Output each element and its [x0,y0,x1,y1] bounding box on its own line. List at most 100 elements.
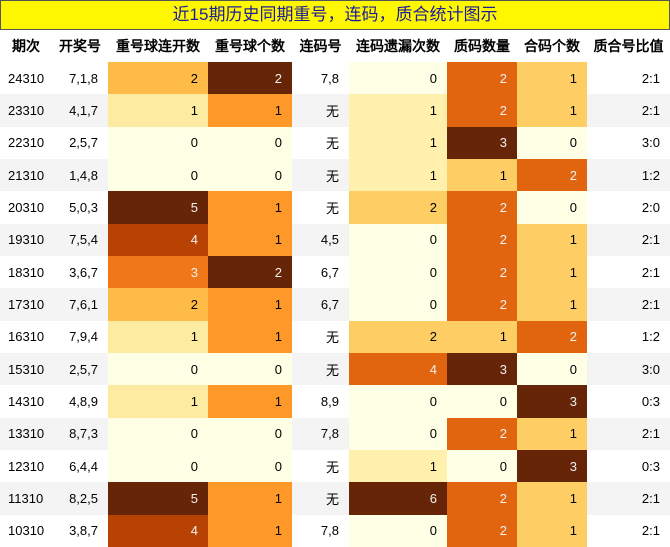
table-cell: 1 [349,158,447,192]
table-cell: 2 [447,62,517,95]
table-cell: 7,1,8 [69,70,98,86]
table-cell: 1 [108,94,208,127]
header-cell: 质码数量 [454,38,510,54]
header-cell: 重号球个数 [215,38,285,54]
table-cell: 0 [108,352,208,386]
table-cell: 4 [108,223,208,256]
table-cell: 7,8 [292,417,349,450]
header-cell: 质合号比值 [593,38,664,54]
table-cell: 1 [517,62,587,95]
table-cell: 3 [108,255,208,289]
table-cell: 1 [208,94,292,127]
table-row: 14310 4,8,9 1 1 8,9 0 0 3 0:3 [0,385,670,418]
table-cell: 2 [447,482,517,515]
table-cell: 7,8 [320,523,339,539]
table-cell: 无 [292,482,349,515]
table-cell: 8,7,3 [52,417,108,450]
header-row: 期次 开奖号 重号球连开数 重号球个数 连码号 连码遗漏次数 质码数量 合码个数 质合号比值 [0,30,670,62]
table-row: 12310 6,4,4 0 0 无 1 0 3 0:3 [0,449,670,483]
table-cell: 1 [208,191,292,224]
period-cell: 20310 [8,199,45,215]
table-cell: 1:2 [641,329,660,345]
period-cell: 19310 [0,223,52,256]
table-cell: 2 [208,62,292,95]
table-cell: 0 [447,385,517,418]
table-cell: 1:2 [587,158,670,192]
table-cell: 1 [517,482,587,515]
table-cell: 0 [349,62,447,95]
table-cell: 5 [108,191,208,224]
table-cell: 1 [208,385,292,418]
table-cell: 0 [208,449,292,483]
table-cell: 0 [208,126,292,159]
header-cell: 开奖号 [59,38,101,54]
table-cell: 3:0 [587,352,670,386]
table-cell: 0:3 [641,458,660,474]
table-row: 17310 7,6,1 2 1 6,7 0 2 1 2:1 [0,288,670,321]
table-cell: 0 [349,385,447,418]
table-row: 20310 5,0,3 5 1 无 2 2 0 2:0 [0,191,670,224]
table-cell: 0 [517,352,587,386]
table-cell: 2:1 [587,288,670,321]
table-row: 18310 3,6,7 3 2 6,7 0 2 1 2:1 [0,255,670,289]
table-cell: 2:1 [587,417,670,450]
table-row: 16310 7,9,4 1 1 无 2 1 2 1:2 [0,320,670,353]
table-cell: 2,5,7 [52,352,108,386]
table-cell: 1 [208,482,292,515]
table-cell: 0 [349,514,447,547]
table-cell: 1 [108,385,208,418]
table-cell: 4,8,9 [69,393,98,409]
table-row: 13310 8,7,3 0 0 7,8 0 2 1 2:1 [0,417,670,450]
table-cell: 无 [325,330,339,346]
table-cell: 0 [349,417,447,450]
table-cell: 7,8 [320,70,339,86]
period-cell: 15310 [0,352,52,386]
table-row: 21310 1,4,8 0 0 无 1 1 2 1:2 [0,158,670,192]
table-body: 24310 7,1,8 2 2 7,8 0 2 1 2:1 23310 4,1,7 1 1 无 1 2 1 2:1… [0,62,670,547]
table-cell: 2 [349,191,447,224]
table-row: 23310 4,1,7 1 1 无 1 2 1 2:1 [0,94,670,127]
period-cell: 22310 [8,135,45,151]
table-cell: 无 [325,200,339,216]
table-cell: 1 [349,94,447,127]
table-cell: 1 [208,514,292,547]
table-cell: 0 [517,126,587,159]
table-cell: 无 [325,459,339,475]
table-cell: 0 [349,255,447,289]
table-cell: 1 [517,223,587,256]
table-cell: 6,7 [292,288,349,321]
table-cell: 2 [447,288,517,321]
table-row: 15310 2,5,7 0 0 无 4 3 0 3:0 [0,352,670,386]
table-row: 19310 7,5,4 4 1 4,5 0 2 1 2:1 [0,223,670,256]
table-cell: 8,9 [320,393,339,409]
period-cell: 10310 [8,523,45,539]
period-cell: 21310 [0,158,52,192]
table-cell: 4 [349,352,447,386]
table-cell: 2 [447,417,517,450]
table-row: 24310 7,1,8 2 2 7,8 0 2 1 2:1 [0,62,670,95]
table-row: 10310 3,8,7 4 1 7,8 0 2 1 2:1 [0,514,670,547]
table-cell: 2:1 [641,70,660,86]
table-cell: 1 [517,514,587,547]
header-cell: 连码号 [299,38,342,54]
table-cell: 2 [447,255,517,289]
table-cell: 2 [447,94,517,127]
table-cell: 0 [208,158,292,192]
table-cell: 3 [447,352,517,386]
table-cell: 6 [349,482,447,515]
header-cell: 重号球连开数 [116,38,200,54]
table-cell: 2 [349,320,447,353]
table-cell: 2 [447,514,517,547]
table-cell: 2:0 [641,199,660,215]
table-cell: 1 [517,417,587,450]
table-cell: 2 [108,62,208,95]
table-cell: 1 [349,449,447,483]
table-cell: 3,6,7 [69,264,98,280]
header-cell: 期次 [12,38,40,54]
table-cell: 7,6,1 [52,288,108,321]
stats-table: 期次 开奖号 重号球连开数 重号球个数 连码号 连码遗漏次数 质码数量 合码个数 质合号比值 2… [0,30,670,547]
table-cell: 8,2,5 [52,482,108,515]
table-cell: 1 [208,288,292,321]
table-cell: 2 [108,288,208,321]
